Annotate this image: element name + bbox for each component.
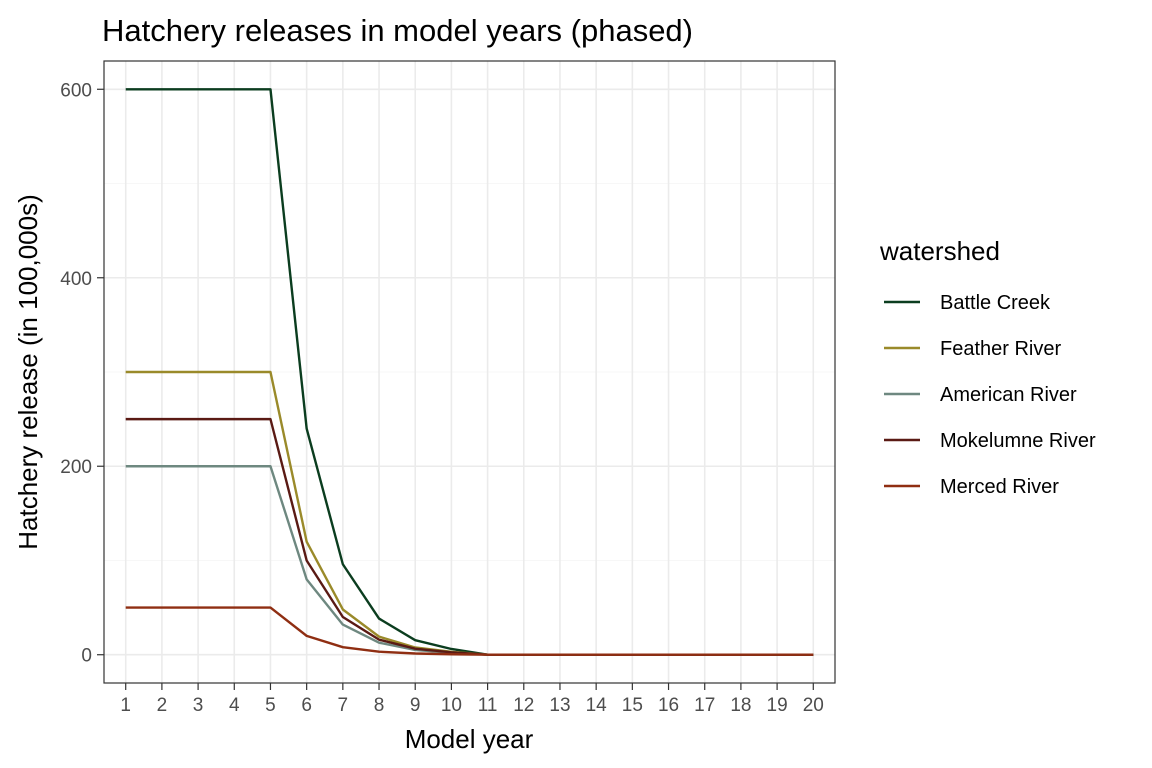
legend-label-4: Mokelumne River: [940, 430, 1096, 452]
x-tick-label: 12: [513, 695, 534, 716]
legend: watershed Battle Creek Feather River Ameri…: [879, 236, 1096, 498]
series-line-2: [125, 370, 814, 656]
legend-label-5: Merced River: [940, 476, 1059, 498]
x-tick-label: 19: [767, 695, 788, 716]
x-axis-title: Model year: [405, 724, 534, 754]
x-tick-label: 8: [374, 695, 385, 716]
y-tick-label: 0: [81, 646, 92, 667]
x-tick-label: 10: [441, 695, 462, 716]
legend-label-2: Feather River: [940, 338, 1061, 360]
x-tick-label: 14: [586, 695, 608, 716]
y-tick-label: 600: [60, 80, 92, 101]
legend-label-1: Battle Creek: [940, 292, 1051, 314]
legend-title: watershed: [879, 236, 1000, 266]
series-lines: [125, 88, 814, 656]
chart-title: Hatchery releases in model years (phased…: [102, 13, 693, 48]
plot-panel: [103, 60, 836, 684]
x-tick-label: 9: [410, 695, 421, 716]
x-tick-label: 7: [338, 695, 349, 716]
x-tick-label: 16: [658, 695, 679, 716]
x-tick-label: 5: [265, 695, 276, 716]
x-tick-label: 20: [803, 695, 824, 716]
x-tick-label: 13: [549, 695, 570, 716]
x-tick-label: 6: [301, 695, 312, 716]
x-tick-label: 18: [730, 695, 751, 716]
y-axis: 0 200 400 600: [60, 80, 104, 667]
x-tick-label: 17: [694, 695, 715, 716]
series-line-5: [125, 606, 814, 656]
y-axis-title: Hatchery release (in 100,000s): [13, 194, 43, 550]
y-tick-label: 200: [60, 457, 92, 478]
y-tick-label: 400: [60, 269, 92, 290]
series-line-4: [125, 417, 814, 656]
x-tick-label: 2: [157, 695, 168, 716]
x-tick-label: 4: [229, 695, 240, 716]
grid: [104, 61, 835, 683]
x-tick-label: 1: [120, 695, 131, 716]
x-tick-label: 3: [193, 695, 204, 716]
legend-label-3: American River: [940, 384, 1077, 406]
x-tick-label: 15: [622, 695, 643, 716]
x-tick-label: 11: [478, 695, 498, 716]
x-axis: 1 2 3 4 5 6 7 8 9 10 11 12 13 14 15 16 17 18 19 20: [120, 683, 824, 716]
